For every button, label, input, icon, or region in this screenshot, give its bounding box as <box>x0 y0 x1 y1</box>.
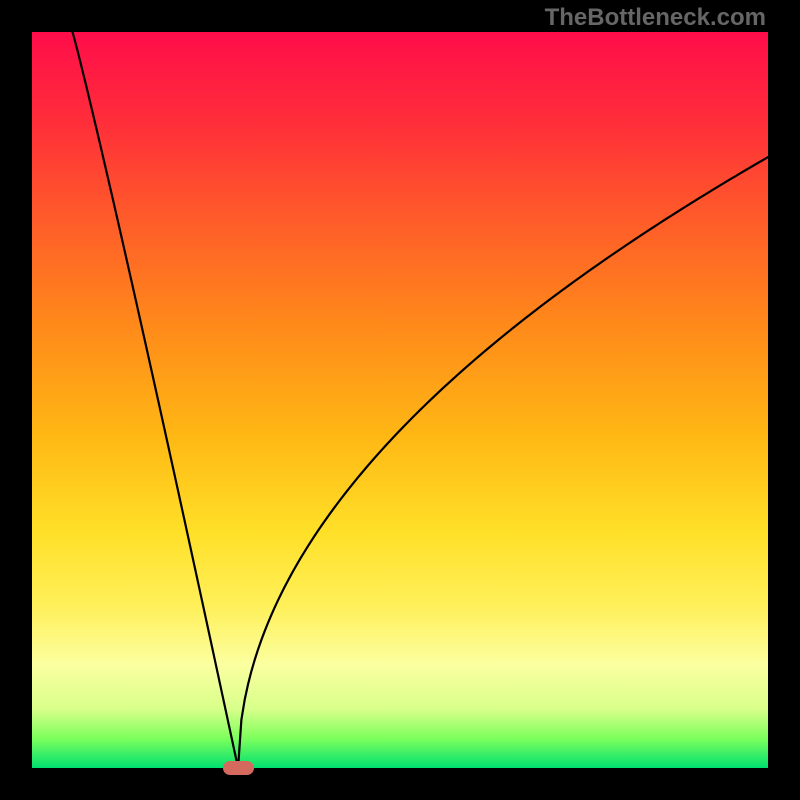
bottleneck-curve <box>32 32 768 768</box>
plot-area <box>32 32 768 768</box>
watermark-text: TheBottleneck.com <box>545 4 766 32</box>
chart-container: TheBottleneck.com <box>0 0 800 800</box>
optimum-marker <box>223 761 254 776</box>
